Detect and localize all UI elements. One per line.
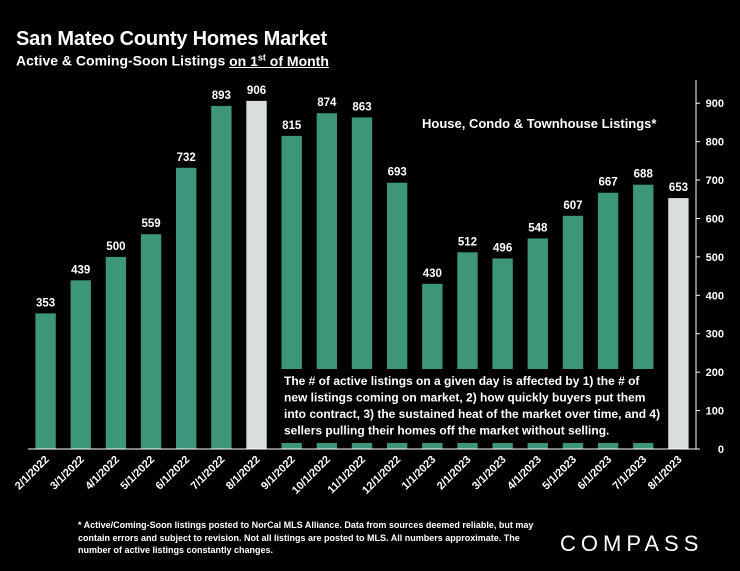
bars-layer [35,100,689,450]
data-label-5/1/2023: 607 [563,200,582,212]
chart-subtitle: Active & Coming-Soon Listings on 1st of … [16,52,329,69]
bar-4/1/2022 [105,256,127,449]
x-tick-2/1/2023: 2/1/2023 [435,454,474,493]
note-line: sellers pulling their homes off the mark… [284,424,609,438]
y-tick-800: 800 [706,137,724,149]
note-text-block: The # of active listings on a given day … [284,374,660,438]
subtitle-underlined-text: on 1 [229,52,258,69]
y-axis: 0 100 200 300 400 500 600 700 800 900 [28,80,724,456]
data-label-3/1/2023: 496 [493,242,512,254]
subtitle-suffix: of Month [265,52,329,69]
bar-2/1/2022 [35,313,56,449]
data-label-7/1/2022: 893 [212,90,231,102]
x-tick-8/1/2022: 8/1/2022 [224,454,263,493]
y-tick-700: 700 [706,175,724,187]
bar-8/1/2022 [246,100,267,449]
note-line: into contract, 3) the sustained heat of … [284,407,660,421]
data-label-8/1/2022: 906 [247,85,266,97]
data-label-2/1/2023: 512 [458,236,477,248]
bar-6/1/2022 [176,167,197,450]
bar-10/1/2022 [316,113,338,449]
data-label-4/1/2022: 500 [106,241,125,253]
x-tick-6/1/2023: 6/1/2023 [575,454,614,493]
y-tick-400: 400 [706,290,724,302]
footnote: * Active/Coming-Soon listings posted to … [78,520,534,555]
note-backdrop [276,369,668,443]
bar-8/1/2023 [668,198,689,449]
y-tick-900: 900 [706,98,724,110]
y-tick-600: 600 [706,213,724,225]
data-label-12/1/2022: 693 [388,167,407,179]
data-label-7/1/2023: 688 [634,169,654,181]
data-label-10/1/2022: 874 [317,97,337,109]
chart-title: San Mateo County Homes Market [16,28,327,50]
subtitle-superscript: st [257,52,266,62]
data-label-8/1/2023: 653 [669,182,688,194]
data-label-5/1/2022: 559 [141,218,160,230]
x-tick-6/1/2022: 6/1/2022 [154,454,193,493]
x-tick-4/1/2023: 4/1/2023 [505,454,544,493]
bar-11/1/2022 [351,117,373,449]
y-tick-300: 300 [706,329,724,341]
bar-7/1/2022 [211,105,232,450]
x-tick-10/1/2022: 10/1/2022 [290,454,333,497]
bar-3/1/2022 [70,280,91,449]
x-tick-12/1/2022: 12/1/2022 [360,454,403,497]
data-label-3/1/2022: 439 [71,264,90,276]
x-tick-labels-layer: 2/1/20223/1/20224/1/20225/1/20226/1/2022… [13,454,685,497]
x-tick-7/1/2023: 7/1/2023 [611,454,650,493]
x-tick-2/1/2022: 2/1/2022 [13,454,52,493]
x-tick-8/1/2023: 8/1/2023 [646,454,685,493]
x-tick-1/1/2023: 1/1/2023 [400,454,439,493]
subtitle-underlined: on 1st of Month [229,52,329,69]
data-label-6/1/2022: 732 [177,152,196,164]
data-label-9/1/2022: 815 [282,120,302,132]
y-tick-500: 500 [706,252,724,264]
x-tick-5/1/2023: 5/1/2023 [540,454,579,493]
bar-5/1/2022 [140,234,162,449]
data-label-2/1/2022: 353 [36,297,55,309]
y-tick-100: 100 [706,406,724,418]
data-label-6/1/2023: 667 [599,177,618,189]
note-line: new listings coming on market, 2) how qu… [284,391,645,405]
value-labels-layer: 353 439 500 559 732 893 906 815 874 863 693 430 512 4… [36,85,688,309]
subtitle-prefix: Active & Coming-Soon Listings [16,52,230,69]
y-tick-200: 200 [706,367,724,379]
x-tick-3/1/2023: 3/1/2023 [470,454,509,493]
x-tick-4/1/2022: 4/1/2022 [83,454,122,493]
x-tick-7/1/2022: 7/1/2022 [189,454,228,493]
data-label-11/1/2022: 863 [352,101,371,113]
compass-logo: COMPASS [560,531,704,556]
data-label-1/1/2023: 430 [423,268,442,280]
note-line: The # of active listings on a given day … [284,374,640,388]
x-tick-5/1/2022: 5/1/2022 [118,454,157,493]
data-label-4/1/2023: 548 [528,222,548,234]
y-tick-0: 0 [718,444,724,456]
series-label: House, Condo & Townhouse Listings* [422,116,657,131]
x-tick-3/1/2022: 3/1/2022 [48,454,87,493]
